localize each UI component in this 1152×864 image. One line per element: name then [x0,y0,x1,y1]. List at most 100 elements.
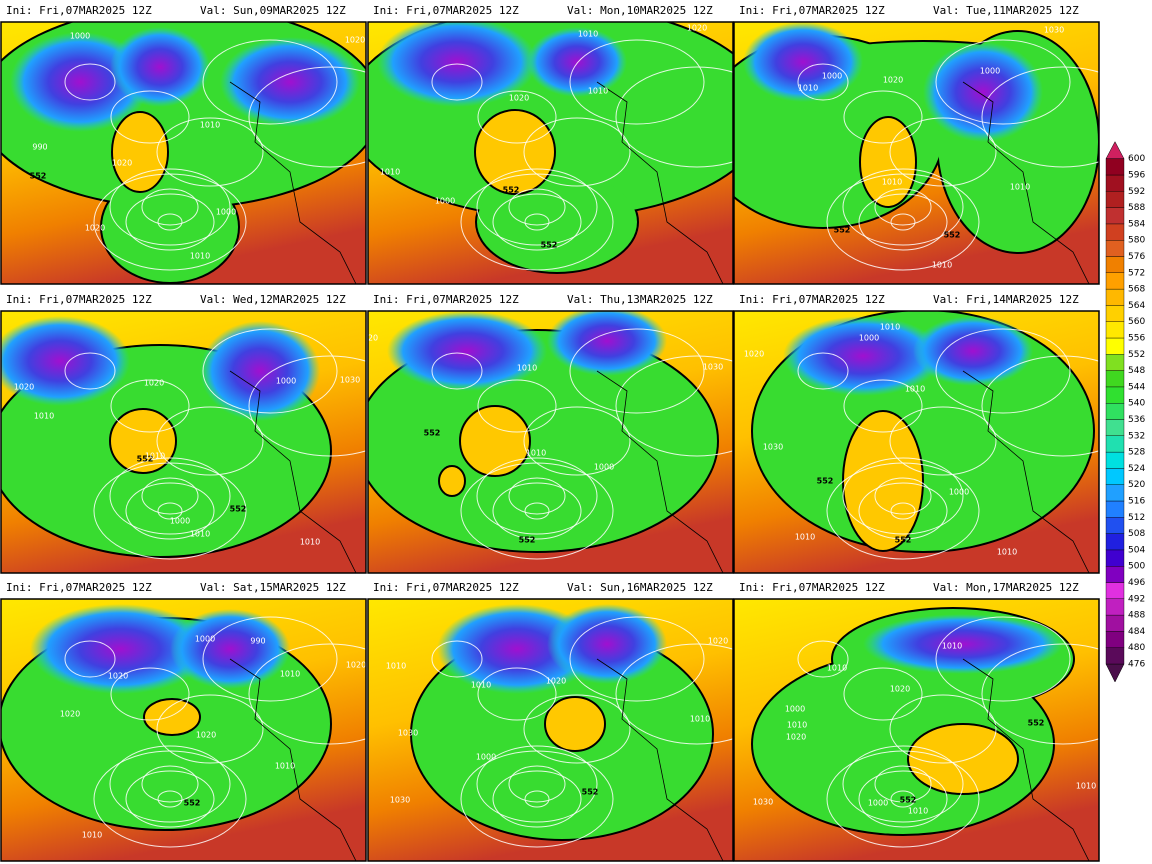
contour-label: 1010 [905,385,925,394]
isobar [889,406,997,476]
forecast-panel: Ini: Fri,07MAR2025 12Z Val: Fri,14MAR2025… [733,293,1100,574]
isobar [248,643,366,745]
colorbar-band [1105,500,1125,518]
contour-label: 1020 [890,685,910,694]
map-frame [0,598,367,862]
isobar [826,462,980,560]
contour-label: 1020 [60,710,80,719]
contour-label: 1030 [753,798,773,807]
isobar [615,643,733,745]
isobar [460,173,614,271]
colorbar-band [1105,582,1125,599]
colorbar-label: 504 [1128,545,1145,555]
contour-label: 552 [30,172,47,181]
colorbar-label: 516 [1128,497,1145,507]
colorbar-band [1105,533,1125,551]
contour-label: 1010 [880,323,900,332]
init-time: Ini: Fri,07MAR2025 12Z [739,293,885,306]
contour-label: 552 [137,455,154,464]
contour-label: 1010 [380,168,400,177]
isobar [569,328,705,414]
valid-time: Val: Tue,11MAR2025 12Z [933,4,1079,17]
contour-label: 1030 [340,376,360,385]
isobar [476,168,598,246]
contour-label: 552 [519,536,536,545]
isobar [248,355,366,457]
map [1,599,366,861]
isobar [858,482,948,540]
map [734,311,1099,573]
contour-label: 1020 [85,224,105,233]
green-region [102,172,238,282]
cold-region [743,22,863,102]
contour-label: 1010 [908,807,928,816]
contour-label: 1020 [687,24,707,33]
coastline [596,658,724,861]
colorbar-label: 560 [1128,317,1145,327]
contour-label: 1020 [108,672,128,681]
isobar [843,90,923,144]
cold-region [110,27,210,107]
isobar [141,188,199,226]
contour-label: 1030 [390,796,410,805]
forecast-panel: Ini: Fri,07MAR2025 12Z Val: Sun,09MAR2025… [0,4,367,285]
isobar [935,328,1071,414]
colorbar-label: 580 [1128,236,1145,246]
contour-label: 1030 [398,729,418,738]
contour-label: 1000 [594,463,614,472]
init-time: Ini: Fri,07MAR2025 12Z [6,293,152,306]
contour-label: 1010 [34,412,54,421]
colorbar-band [1105,321,1125,339]
contour-label: 1000 [70,32,90,41]
contour-label: 1000 [980,67,1000,76]
map [1,311,366,573]
cold-region [547,604,667,684]
contour-label: 552 [424,429,441,438]
isobar [523,406,631,476]
contour-label: 1020 [786,733,806,742]
colorbar-band [1105,451,1125,469]
isobar [508,188,566,226]
colorbar-label: 600 [1128,154,1145,164]
contour-label: 552 [1028,719,1045,728]
colorbar-band [1105,566,1125,583]
forecast-panel: Ini: Fri,07MAR2025 12Z Val: Mon,17MAR2025… [733,581,1100,862]
colorbar: 476 480 484 488 492 496 500 504 508 512 516 520 524 5… [1105,141,1145,683]
cold-region [783,316,943,396]
map [734,22,1099,284]
isobar [141,765,199,803]
contour-label: 990 [250,637,265,646]
contour-label: 1010 [932,261,952,270]
colorbar-label: 484 [1128,627,1145,637]
coastline [229,370,357,573]
colorbar-label: 532 [1128,431,1145,441]
isobar [858,193,948,251]
coastline [962,81,1090,284]
contour-label: 1010 [942,642,962,651]
forecast-panel: Ini: Fri,07MAR2025 12Z Val: Sun,16MAR2025… [367,581,734,862]
map-frame [733,310,1100,574]
map [734,599,1099,861]
contour-label: 1020 [546,677,566,686]
colorbar-label: 568 [1128,285,1145,295]
contour-label: 1020 [14,383,34,392]
colorbar-label: 524 [1128,464,1145,474]
cold-region [1,316,130,406]
map-frame [0,310,367,574]
contour-label: 552 [944,231,961,240]
contour-label: 1010 [471,681,491,690]
contour-label: 1030 [703,363,723,372]
isobar [477,90,557,144]
contour-label: 1010 [690,715,710,724]
isobar [889,694,997,764]
map-frame [367,310,734,574]
isobar [110,379,190,433]
isobar [569,616,705,702]
contour-label: 1010 [1076,782,1096,791]
contour-label: 1010 [795,533,815,542]
isobar [141,477,199,515]
isobar [492,770,582,828]
contour-label: 1010 [798,84,818,93]
